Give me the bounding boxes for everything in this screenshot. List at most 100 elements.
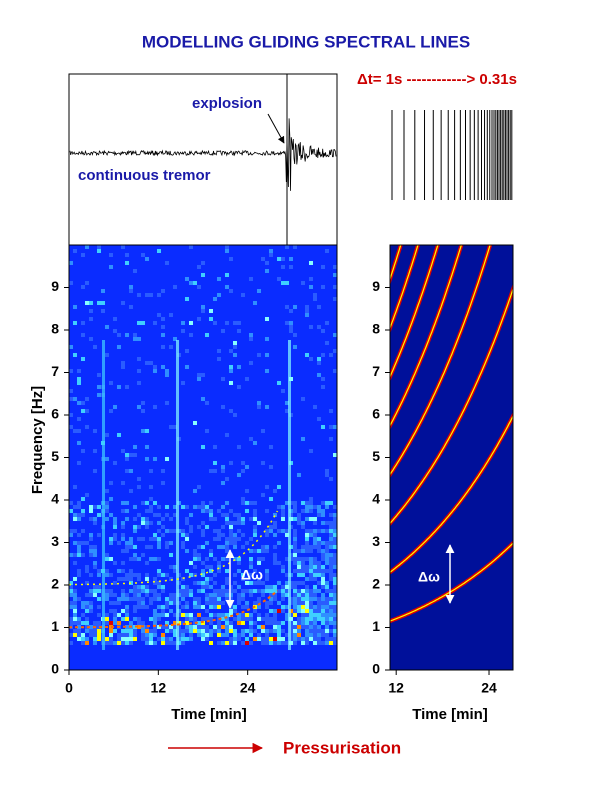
cell	[81, 633, 85, 637]
cell	[137, 593, 141, 597]
cell	[185, 629, 189, 633]
cell	[113, 561, 117, 565]
cell	[253, 601, 257, 605]
cell	[153, 633, 157, 637]
cell	[309, 613, 313, 617]
cell	[129, 289, 133, 293]
cell	[217, 633, 221, 637]
cell	[153, 581, 157, 585]
cell	[301, 625, 305, 629]
y-tick-label: 5	[372, 448, 380, 464]
cell	[213, 605, 217, 609]
cell	[189, 633, 193, 637]
cell	[261, 557, 265, 561]
cell	[105, 613, 109, 617]
cell	[245, 509, 249, 513]
cell	[269, 593, 273, 597]
cell	[245, 629, 249, 633]
cell	[89, 309, 93, 313]
cell	[245, 641, 249, 645]
cell	[197, 485, 201, 489]
spectral-line	[390, 245, 439, 379]
cell	[161, 605, 165, 609]
cell	[73, 621, 77, 625]
cell	[333, 425, 337, 429]
cell	[305, 537, 309, 541]
cell	[229, 365, 233, 369]
cell	[317, 549, 321, 553]
title: MODELLING GLIDING SPECTRAL LINES	[142, 32, 470, 51]
cell	[121, 549, 125, 553]
cell	[293, 537, 297, 541]
cell	[217, 529, 221, 533]
cell	[229, 541, 233, 545]
cell	[133, 573, 137, 577]
cell	[149, 505, 153, 509]
cell	[69, 589, 73, 593]
cell	[129, 285, 133, 289]
cell	[329, 637, 333, 641]
cell	[153, 321, 157, 325]
cell	[297, 589, 301, 593]
cell	[269, 529, 273, 533]
cell	[69, 389, 73, 393]
cell	[197, 597, 201, 601]
cell	[277, 589, 281, 593]
x-tick-label: 0	[65, 680, 73, 696]
cell	[221, 513, 225, 517]
y-tick-label: 5	[51, 448, 59, 464]
x-tick-label: 12	[151, 680, 167, 696]
cell	[225, 249, 229, 253]
cell	[241, 469, 245, 473]
cell	[241, 461, 245, 465]
cell	[189, 589, 193, 593]
cell	[313, 641, 317, 645]
cell	[261, 545, 265, 549]
cell	[269, 585, 273, 589]
cell	[201, 533, 205, 537]
cell	[305, 309, 309, 313]
cell	[265, 633, 269, 637]
cell	[309, 285, 313, 289]
cell	[309, 629, 313, 633]
cell	[181, 381, 185, 385]
cell	[125, 261, 129, 265]
cell	[229, 369, 233, 373]
cell	[209, 565, 213, 569]
cell	[169, 625, 173, 629]
cell	[257, 405, 261, 409]
cell	[161, 613, 165, 617]
cell	[81, 637, 85, 641]
cell	[329, 409, 333, 413]
cell	[153, 577, 157, 581]
cell	[129, 453, 133, 457]
spectral-line	[390, 245, 491, 476]
cell	[277, 541, 281, 545]
cell	[213, 461, 217, 465]
cell	[105, 573, 109, 577]
cell	[169, 425, 173, 429]
cell	[169, 313, 173, 317]
cell	[329, 605, 333, 609]
cell	[149, 641, 153, 645]
spectral-line	[390, 414, 513, 574]
cell	[301, 397, 305, 401]
cell	[237, 473, 241, 477]
cell	[273, 553, 277, 557]
cell	[85, 617, 89, 621]
cell	[201, 521, 205, 525]
cell	[305, 313, 309, 317]
cell	[297, 637, 301, 641]
cell	[321, 593, 325, 597]
cell	[205, 429, 209, 433]
cell	[137, 617, 141, 621]
cell	[261, 625, 265, 629]
cell	[73, 541, 77, 545]
cell	[325, 597, 329, 601]
cell	[89, 573, 93, 577]
cell	[81, 601, 85, 605]
cell	[301, 597, 305, 601]
cell	[309, 601, 313, 605]
cell	[249, 549, 253, 553]
cell	[89, 517, 93, 521]
